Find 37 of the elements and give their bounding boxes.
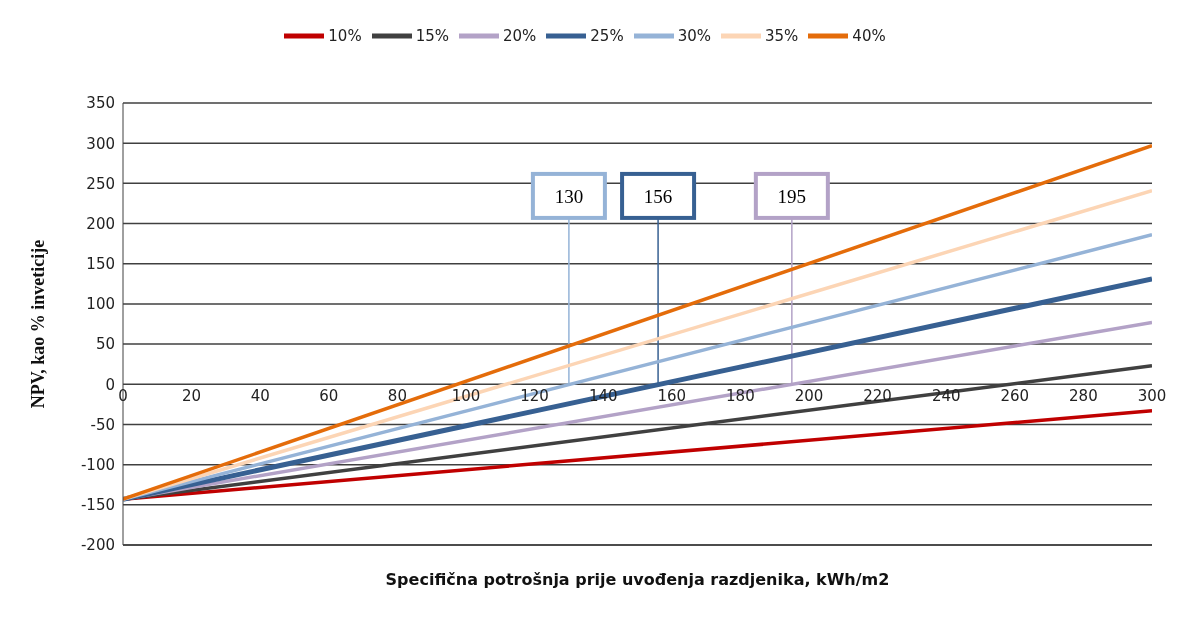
legend-label: 15% [415, 26, 449, 45]
y-tick-label: 200 [86, 214, 115, 233]
ref-line-label: 130 [554, 185, 584, 207]
x-tick-label: 100 [451, 386, 481, 405]
y-tick-label: 250 [86, 174, 115, 193]
ref-line-label: 195 [777, 185, 807, 207]
legend-label: 20% [502, 26, 537, 45]
x-tick-label: 200 [794, 386, 824, 405]
legend-label: 25% [590, 26, 624, 45]
x-tick-label: 280 [1069, 386, 1098, 405]
y-tick-label: -200 [80, 536, 115, 555]
x-tick-label: 120 [520, 386, 549, 405]
x-tick-label: 0 [118, 386, 128, 405]
y-tick-label: 100 [86, 295, 115, 314]
y-axis-title: NPV, kao % inveticije [28, 239, 49, 409]
y-tick-label: 150 [86, 255, 115, 274]
y-tick-label: -150 [80, 496, 115, 515]
y-tick-label: -100 [80, 455, 115, 474]
y-tick-label: -50 [90, 415, 115, 434]
x-tick-label: 300 [1137, 386, 1167, 405]
legend-label: 40% [852, 26, 886, 45]
x-tick-label: 180 [726, 386, 755, 405]
x-tick-label: 160 [657, 386, 687, 405]
x-tick-label: 220 [863, 386, 892, 405]
y-tick-label: 300 [86, 134, 115, 153]
ref-line-label: 156 [643, 185, 673, 207]
legend-label: 10% [328, 26, 362, 45]
legend-label: 30% [677, 26, 712, 45]
y-tick-label: 50 [95, 335, 115, 354]
x-tick-label: 20 [182, 386, 202, 405]
x-tick-label: 260 [1000, 386, 1030, 405]
x-tick-label: 40 [250, 386, 270, 405]
legend-label: 35% [765, 26, 799, 45]
x-tick-label: 80 [387, 386, 407, 405]
y-tick-label: 350 [86, 94, 115, 113]
x-tick-label: 60 [319, 386, 339, 405]
x-axis-title: Specifična potrošnja prije uvođenja razdjenika, kWh/m2 [385, 570, 890, 589]
